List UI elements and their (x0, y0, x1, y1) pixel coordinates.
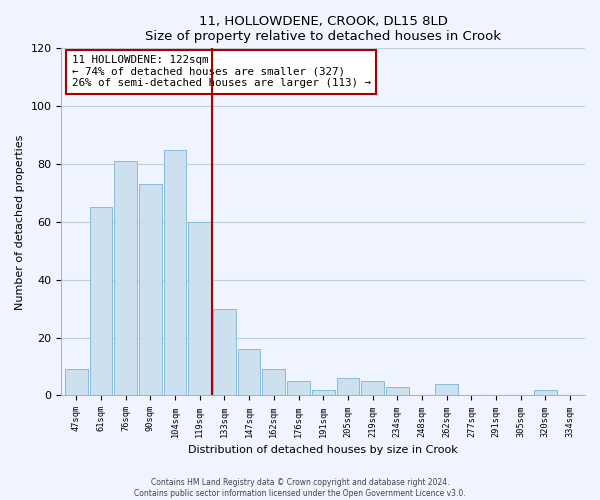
X-axis label: Distribution of detached houses by size in Crook: Distribution of detached houses by size … (188, 445, 458, 455)
Bar (213, 308, 236, 396)
Bar (238, 349, 260, 396)
Title: 11, HOLLOWDENE, CROOK, DL15 8LD
Size of property relative to detached houses in : 11, HOLLOWDENE, CROOK, DL15 8LD Size of … (145, 15, 501, 43)
Bar (287, 381, 310, 396)
Text: 11 HOLLOWDENE: 122sqm
← 74% of detached houses are smaller (327)
26% of semi-det: 11 HOLLOWDENE: 122sqm ← 74% of detached … (72, 56, 371, 88)
Text: Contains HM Land Registry data © Crown copyright and database right 2024.
Contai: Contains HM Land Registry data © Crown c… (134, 478, 466, 498)
Bar (89, 208, 112, 396)
Bar (262, 370, 285, 396)
Bar (139, 184, 161, 396)
Bar (312, 390, 335, 396)
Bar (188, 222, 211, 396)
Bar (164, 150, 187, 396)
Bar (534, 390, 557, 396)
Bar (114, 161, 137, 396)
Bar (386, 387, 409, 396)
Bar (337, 378, 359, 396)
Bar (436, 384, 458, 396)
Bar (65, 370, 88, 396)
Bar (361, 381, 384, 396)
Y-axis label: Number of detached properties: Number of detached properties (15, 134, 25, 310)
